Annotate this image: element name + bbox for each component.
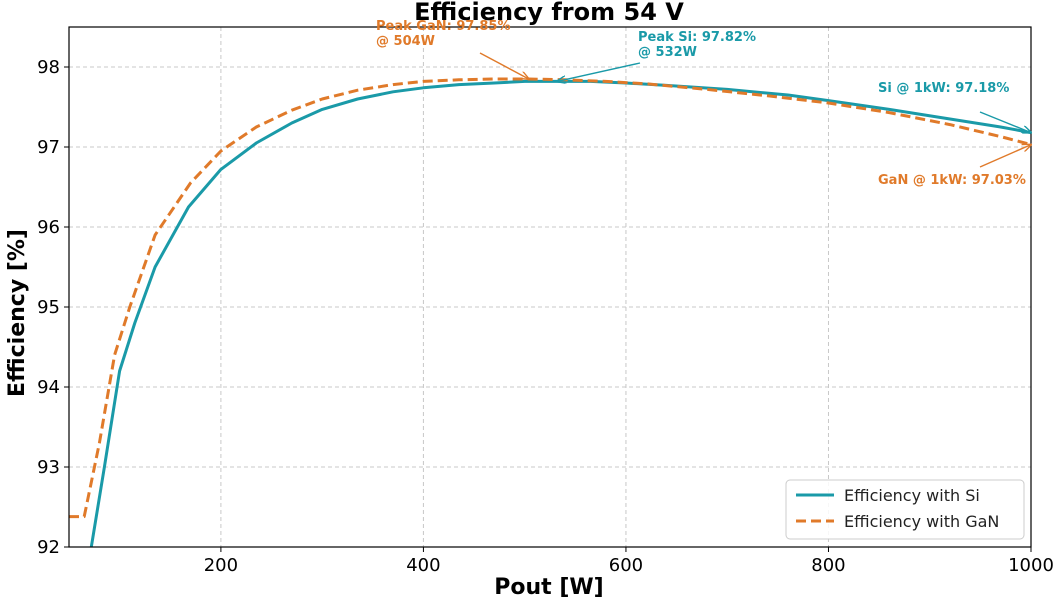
annotation-text: Si @ 1kW: 97.18% (878, 81, 1009, 96)
y-tick-label: 95 (37, 297, 60, 318)
plot-frame (68, 26, 1032, 548)
y-axis-label: Efficiency [%] (5, 229, 30, 397)
annotations: Peak GaN: 97.85%@ 504W Peak Si: 97.82%@ 5… (376, 19, 1031, 188)
grid-lines (69, 27, 1032, 548)
x-tick-label: 1000 (1008, 555, 1054, 576)
x-tick-label: 600 (609, 555, 643, 576)
legend-label-gan: Efficiency with GaN (844, 512, 999, 531)
annotation-text: @ 532W (638, 45, 697, 60)
annotation-arrow (979, 145, 1031, 168)
y-tick-label: 96 (37, 217, 60, 238)
annotation-arrow (479, 52, 529, 79)
annotation-text: Peak GaN: 97.85% (376, 19, 510, 34)
annotation-text: GaN @ 1kW: 97.03% (878, 173, 1026, 188)
annotation-text: @ 504W (376, 34, 435, 49)
annotation-peak-si: Peak Si: 97.82%@ 532W (557, 30, 756, 81)
y-tick-label: 94 (37, 377, 60, 398)
y-tick-label: 92 (37, 537, 60, 558)
legend-box (785, 479, 1025, 540)
x-axis-label: Pout [W] (494, 575, 603, 600)
legend: Efficiency with Si Efficiency with GaN (785, 479, 1025, 540)
chart-title: Efficiency from 54 V (414, 0, 684, 26)
annotation-gan-1kw: GaN @ 1kW: 97.03% (878, 145, 1031, 188)
annotation-si-1kw: Si @ 1kW: 97.18% (878, 81, 1031, 133)
series-lines (69, 77, 1031, 547)
annotation-text: Peak Si: 97.82% (638, 30, 756, 45)
series-line-gan (69, 77, 1031, 519)
series-line-si (89, 79, 1031, 547)
x-tick-label: 400 (406, 555, 440, 576)
y-tick-label: 93 (37, 457, 60, 478)
axis-ticks: 200 400 600 800 1000 92 93 94 95 96 97 98 (37, 57, 1054, 576)
annotation-peak-gan: Peak GaN: 97.85%@ 504W (376, 19, 529, 79)
y-tick-label: 97 (37, 137, 60, 158)
y-tick-label: 98 (37, 57, 60, 78)
legend-label-si: Efficiency with Si (844, 486, 980, 505)
annotation-arrow (979, 111, 1031, 133)
annotation-arrow (557, 62, 641, 81)
x-tick-label: 800 (811, 555, 845, 576)
x-tick-label: 200 (204, 555, 238, 576)
